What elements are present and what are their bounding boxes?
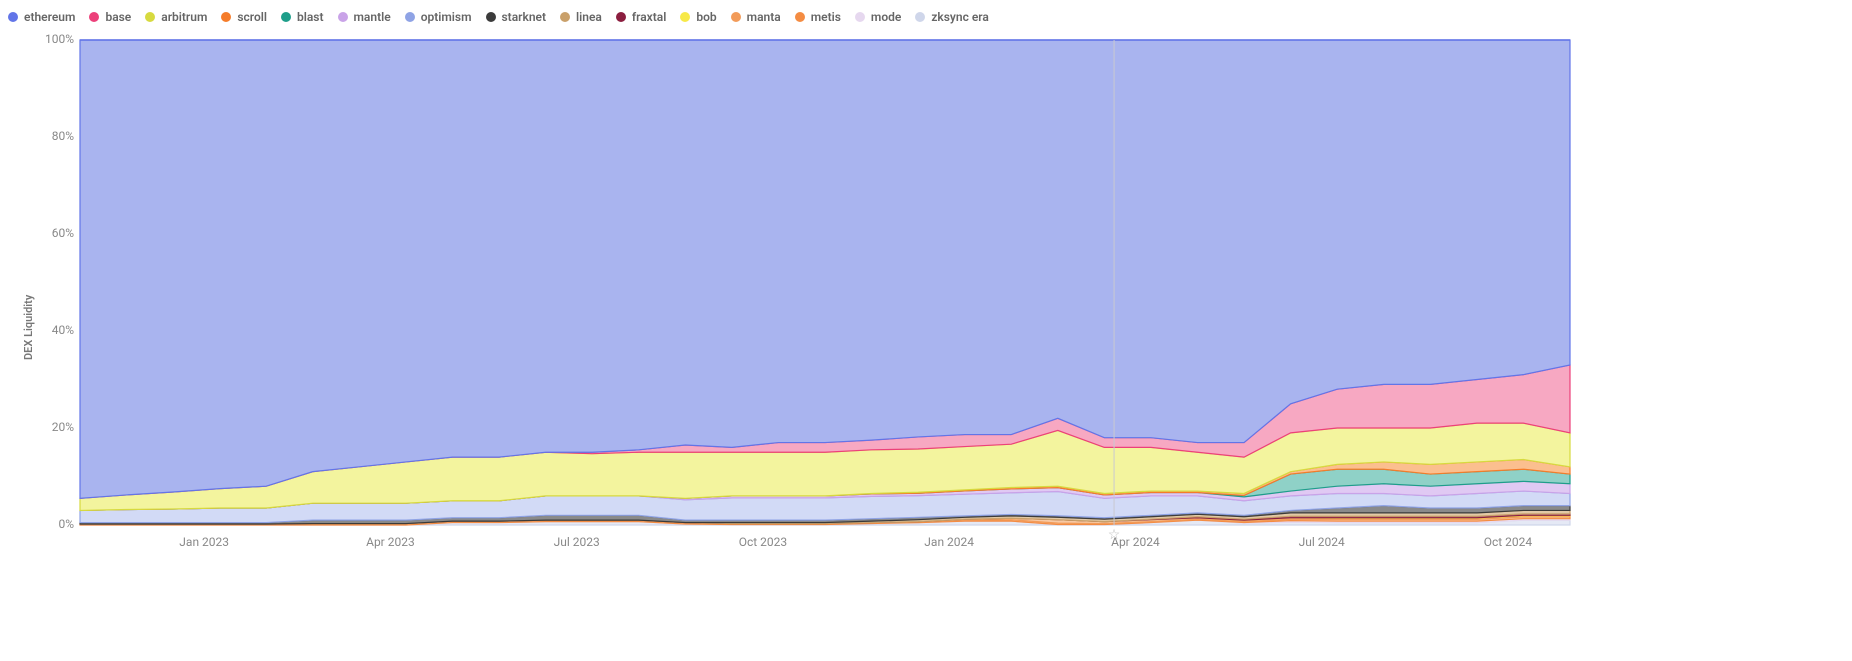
legend-label: manta xyxy=(747,10,781,24)
y-tick-label: 80% xyxy=(38,129,74,143)
legend-item-base[interactable]: base xyxy=(89,10,131,24)
y-tick-label: 40% xyxy=(38,323,74,337)
legend-item-mantle[interactable]: mantle xyxy=(338,10,391,24)
legend-swatch xyxy=(680,12,690,22)
legend-label: optimism xyxy=(421,10,472,24)
legend-swatch xyxy=(915,12,925,22)
legend-swatch xyxy=(221,12,231,22)
legend-label: zksync era xyxy=(931,10,989,24)
legend-item-ethereum[interactable]: ethereum xyxy=(8,10,75,24)
legend-label: mode xyxy=(871,10,901,24)
legend-swatch xyxy=(89,12,99,22)
chart-container: ethereum base arbitrum scroll blast mantle opt… xyxy=(0,0,1852,657)
legend-swatch xyxy=(405,12,415,22)
legend-item-manta[interactable]: manta xyxy=(731,10,781,24)
legend-item-mode[interactable]: mode xyxy=(855,10,901,24)
x-tick-label: Oct 2023 xyxy=(739,535,787,549)
y-tick-label: 20% xyxy=(38,420,74,434)
y-axis-label: DEX Liquidity xyxy=(22,295,35,360)
legend-item-fraxtal[interactable]: fraxtal xyxy=(616,10,667,24)
legend-label: ethereum xyxy=(24,10,75,24)
plot-area: DEX Liquidity 0% 20% 40% 60% 80% 100% Jan 2023… xyxy=(0,30,1852,657)
y-tick-label: 60% xyxy=(38,226,74,240)
legend-item-arbitrum[interactable]: arbitrum xyxy=(145,10,207,24)
legend-item-scroll[interactable]: scroll xyxy=(221,10,267,24)
legend-item-zksync_era[interactable]: zksync era xyxy=(915,10,989,24)
x-tick-label: Jul 2024 xyxy=(1299,535,1345,549)
x-tick-label: Jan 2023 xyxy=(179,535,229,549)
legend-label: mantle xyxy=(354,10,391,24)
legend-item-bob[interactable]: bob xyxy=(680,10,716,24)
star-marker-icon: ☆ xyxy=(1108,527,1121,543)
legend-swatch xyxy=(616,12,626,22)
legend-swatch xyxy=(145,12,155,22)
legend-label: metis xyxy=(811,10,841,24)
legend-label: bob xyxy=(696,10,716,24)
legend-label: fraxtal xyxy=(632,10,667,24)
legend-swatch xyxy=(795,12,805,22)
x-tick-label: Apr 2023 xyxy=(366,535,415,549)
legend-label: starknet xyxy=(502,10,547,24)
x-tick-label: Jul 2023 xyxy=(554,535,600,549)
x-tick-label: Jan 2024 xyxy=(924,535,974,549)
legend-swatch xyxy=(560,12,570,22)
legend-label: scroll xyxy=(237,10,267,24)
y-tick-label: 100% xyxy=(38,32,74,46)
chart-svg xyxy=(0,30,1852,657)
legend-swatch xyxy=(338,12,348,22)
legend-swatch xyxy=(731,12,741,22)
legend: ethereum base arbitrum scroll blast mantle opt… xyxy=(0,0,1852,30)
x-tick-label: Oct 2024 xyxy=(1484,535,1532,549)
legend-label: arbitrum xyxy=(161,10,207,24)
legend-swatch xyxy=(281,12,291,22)
legend-swatch xyxy=(486,12,496,22)
legend-item-metis[interactable]: metis xyxy=(795,10,841,24)
legend-label: blast xyxy=(297,10,324,24)
legend-swatch xyxy=(8,12,18,22)
legend-item-optimism[interactable]: optimism xyxy=(405,10,472,24)
legend-item-starknet[interactable]: starknet xyxy=(486,10,547,24)
legend-item-blast[interactable]: blast xyxy=(281,10,324,24)
legend-item-linea[interactable]: linea xyxy=(560,10,602,24)
legend-label: base xyxy=(105,10,131,24)
legend-swatch xyxy=(855,12,865,22)
legend-label: linea xyxy=(576,10,602,24)
y-tick-label: 0% xyxy=(38,517,74,531)
